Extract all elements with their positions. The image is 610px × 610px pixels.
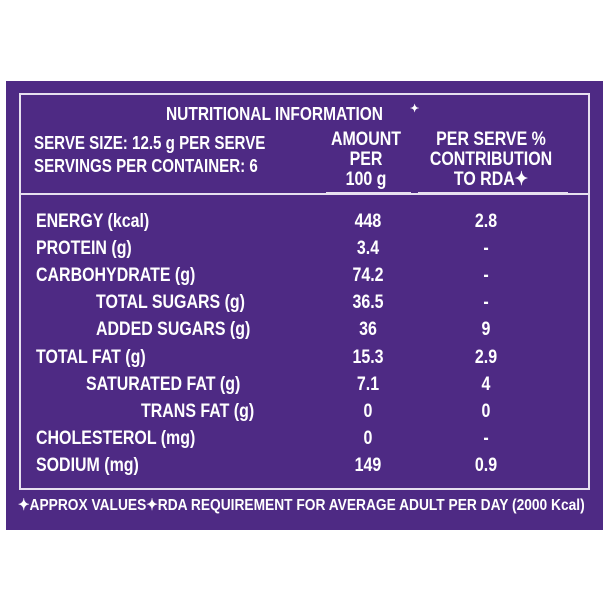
row-amount: 36.5 [352, 292, 384, 313]
row-amount: 0 [363, 428, 373, 449]
row-amount: 7.1 [356, 374, 380, 395]
table-frame [19, 93, 590, 490]
row-label: PROTEIN (g) [36, 238, 132, 259]
rda-header-line1: PER SERVE % [436, 129, 546, 150]
row-amount: 448 [354, 211, 382, 232]
row-label: TOTAL SUGARS (g) [96, 292, 245, 313]
row-rda: - [483, 428, 489, 449]
row-label: SATURATED FAT (g) [86, 374, 241, 395]
table-title: NUTRITIONAL INFORMATION [166, 104, 383, 124]
row-label: ADDED SUGARS (g) [96, 319, 251, 340]
serve-size: SERVE SIZE: 12.5 g PER SERVE [34, 133, 266, 153]
header-separator [19, 193, 590, 195]
rda-header-line2: CONTRIBUTION [429, 149, 553, 170]
row-rda: - [483, 292, 489, 313]
row-label: SODIUM (mg) [36, 455, 139, 476]
row-amount: 3.4 [356, 238, 380, 259]
row-label: TOTAL FAT (g) [36, 347, 146, 368]
rda-column-rule [418, 192, 568, 194]
row-amount: 149 [354, 455, 382, 476]
rda-header-line3: TO RDA✦ [453, 169, 529, 190]
row-amount: 36 [359, 319, 377, 340]
footnote: ✦APPROX VALUES✦RDA REQUIREMENT FOR AVERA… [18, 497, 585, 514]
row-rda: 2.8 [474, 211, 498, 232]
row-rda: - [483, 265, 489, 286]
row-label: TRANS FAT (g) [141, 401, 255, 422]
amount-header-line1: AMOUNT [330, 129, 402, 150]
amount-column-rule [326, 192, 411, 194]
row-rda: 9 [481, 319, 491, 340]
row-amount: 15.3 [352, 347, 384, 368]
approx-star-icon: ✦ [410, 103, 420, 115]
row-rda: 4 [481, 374, 491, 395]
row-rda: 0 [481, 401, 491, 422]
row-amount: 0 [363, 401, 373, 422]
row-rda: 2.9 [474, 347, 498, 368]
row-amount: 74.2 [352, 265, 384, 286]
row-rda: 0.9 [474, 455, 498, 476]
nutrition-panel: NUTRITIONAL INFORMATION ✦ SERVE SIZE: 12… [6, 81, 603, 530]
row-label: CARBOHYDRATE (g) [36, 265, 196, 286]
row-label: CHOLESTEROL (mg) [36, 428, 196, 449]
row-rda: - [483, 238, 489, 259]
row-label: ENERGY (kcal) [36, 211, 150, 232]
servings-per-container: SERVINGS PER CONTAINER: 6 [34, 156, 258, 176]
amount-header-line2: PER [349, 149, 383, 170]
amount-header-line3: 100 g [345, 169, 387, 190]
